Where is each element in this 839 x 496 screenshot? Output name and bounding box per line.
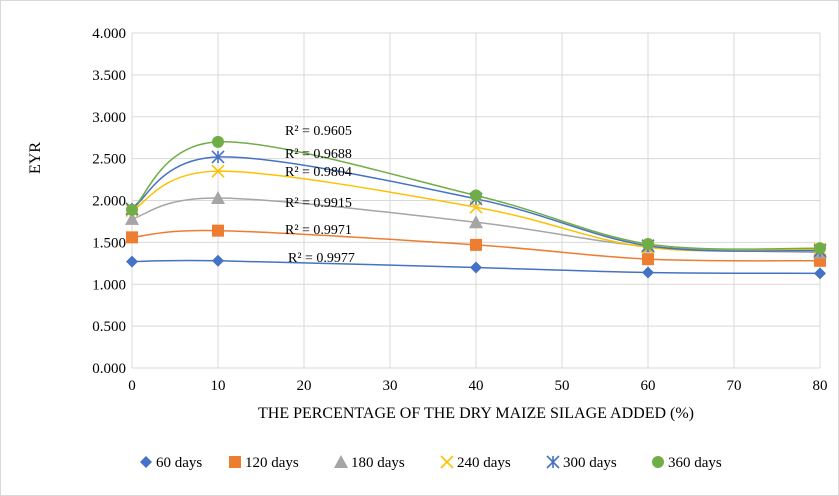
- legend-item: 180 days: [334, 455, 405, 471]
- point-180-days: [469, 215, 483, 229]
- point-120-days: [470, 238, 482, 251]
- legend-item: 60 days: [140, 455, 202, 471]
- legend-label: 300 days: [563, 455, 617, 471]
- point-360-days: [470, 189, 482, 202]
- gridlines: [131, 32, 821, 369]
- point-120-days: [642, 253, 654, 266]
- point-360-days: [814, 242, 826, 255]
- x-tick-label: 80: [813, 378, 828, 394]
- legend-marker: [229, 456, 241, 468]
- point-240-days: [211, 164, 225, 178]
- point-120-days: [814, 254, 826, 267]
- y-tick-label: 0.000: [92, 361, 126, 377]
- r2-labels: R² = 0.9977 R² = 0.9971 R² = 0.9915 R² = 0.…: [285, 124, 355, 266]
- r2-label: R² = 0.9971: [285, 223, 352, 238]
- x-tick-label: 60: [641, 378, 656, 394]
- legend-label: 180 days: [351, 455, 405, 471]
- y-tick-label: 2.500: [92, 152, 126, 168]
- point-120-days: [126, 231, 138, 244]
- data-points: [125, 135, 827, 280]
- legend-marker: [334, 455, 348, 468]
- legend-marker: [652, 456, 664, 468]
- y-tick-label: 2.000: [92, 194, 126, 210]
- y-tick-label: 3.500: [92, 68, 126, 84]
- legend-item: 360 days: [652, 455, 722, 471]
- y-tick-label: 3.000: [92, 110, 126, 126]
- x-tick-label: 70: [727, 378, 742, 394]
- x-tick-label: 20: [297, 378, 312, 394]
- legend-marker: [440, 455, 454, 469]
- r2-label: R² = 0.9804: [285, 165, 352, 180]
- point-60-days: [126, 255, 138, 268]
- legend-marker: [546, 455, 560, 469]
- legend: 60 days 120 days 180 days 240 days 300 days 3…: [140, 455, 722, 471]
- point-60-days: [470, 261, 482, 274]
- legend-label: 240 days: [457, 455, 511, 471]
- y-tick-label: 4.000: [92, 26, 126, 42]
- legend-item: 300 days: [546, 455, 617, 471]
- x-tick-label: 0: [128, 378, 136, 394]
- r2-label: R² = 0.9977: [288, 251, 355, 266]
- legend-item: 120 days: [229, 455, 299, 471]
- x-axis-title: THE PERCENTAGE OF THE DRY MAIZE SILAGE A…: [258, 405, 694, 422]
- x-tick-label: 50: [555, 378, 570, 394]
- r2-label: R² = 0.9915: [285, 196, 352, 211]
- y-axis-title: EYR: [27, 142, 44, 174]
- y-tick-label: 1.500: [92, 235, 126, 251]
- legend-label: 120 days: [245, 455, 299, 471]
- point-360-days: [126, 203, 138, 216]
- y-tick-label: 0.500: [92, 319, 126, 335]
- point-60-days: [814, 267, 826, 280]
- tick-labels: 0.000 0.500 1.000 1.500 2.000 2.500 3.000 3.500…: [92, 26, 827, 394]
- legend-label: 60 days: [156, 455, 202, 471]
- point-180-days: [125, 211, 139, 225]
- point-360-days: [642, 238, 654, 251]
- r2-label: R² = 0.9605: [285, 124, 352, 139]
- x-tick-label: 40: [469, 378, 484, 394]
- point-360-days: [212, 135, 224, 148]
- y-tick-label: 1.000: [92, 277, 126, 293]
- x-tick-label: 30: [383, 378, 398, 394]
- x-tick-label: 10: [211, 378, 226, 394]
- r2-label: R² = 0.9688: [285, 147, 352, 162]
- point-60-days: [642, 266, 654, 279]
- legend-label: 360 days: [668, 455, 722, 471]
- legend-marker: [140, 456, 152, 468]
- point-300-days: [211, 150, 225, 164]
- legend-item: 240 days: [440, 455, 511, 471]
- point-180-days: [211, 190, 225, 204]
- point-60-days: [212, 254, 224, 267]
- point-120-days: [212, 224, 224, 237]
